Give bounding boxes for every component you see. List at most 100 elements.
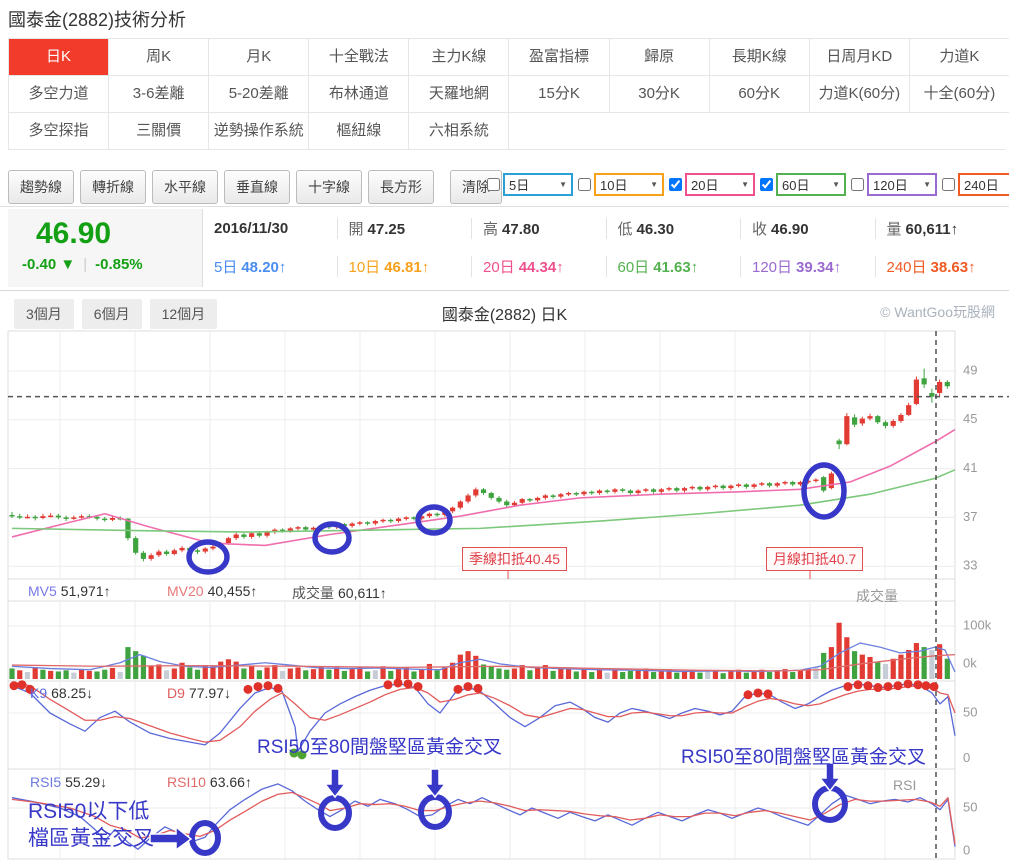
- quarter-ma-note: 季線扣抵40.45: [462, 547, 568, 571]
- chart-canvas[interactable]: 49 45 41 37 33 100k 0k 50 0 50 0: [0, 323, 1009, 865]
- ma-quote-value: 44.34↑: [518, 258, 564, 276]
- tab-15分K[interactable]: 15分K: [509, 76, 610, 113]
- tab-歸原[interactable]: 歸原: [609, 39, 710, 76]
- ma-selector-group-20日: 20日 ▼: [669, 173, 755, 196]
- ma-select-value: 20日: [691, 178, 719, 193]
- ma-checkbox-5日[interactable]: [487, 178, 500, 191]
- tab-多空力道[interactable]: 多空力道: [9, 76, 110, 113]
- candle-body: [504, 501, 510, 506]
- range-button-6個月[interactable]: 6個月: [81, 299, 142, 329]
- candle-body: [929, 392, 935, 397]
- volume-bar: [334, 667, 340, 679]
- kd-signal-dot-red: [403, 679, 413, 689]
- tab-布林通道[interactable]: 布林通道: [309, 76, 410, 113]
- candle-body: [612, 489, 618, 492]
- chevron-down-icon: ▼: [559, 180, 567, 189]
- volume-bar: [867, 656, 873, 679]
- tab-長期K線[interactable]: 長期K線: [709, 39, 810, 76]
- candle-body: [627, 490, 633, 493]
- range-button-3個月[interactable]: 3個月: [14, 299, 74, 329]
- ma-checkbox-120日[interactable]: [851, 178, 864, 191]
- ma-select-20日[interactable]: 20日 ▼: [685, 173, 755, 196]
- golden-cross-circle-main: [415, 504, 453, 536]
- candle-body: [241, 534, 247, 537]
- tab-主力K線[interactable]: 主力K線: [409, 39, 510, 76]
- draw-button-水平線[interactable]: 水平線: [152, 170, 218, 204]
- ma-quote-240日: 240日 38.63↑: [874, 255, 1009, 277]
- tab-十全戰法[interactable]: 十全戰法: [309, 39, 410, 76]
- volume-bar: [357, 667, 363, 679]
- draw-button-十字線[interactable]: 十字線: [296, 170, 362, 204]
- ma-select-value: 120日: [873, 178, 908, 193]
- draw-button-趨勢線[interactable]: 趨勢線: [8, 170, 74, 204]
- volume-bar: [573, 671, 579, 679]
- ma-quote-label: 120日: [752, 258, 793, 276]
- candle-body: [465, 495, 471, 502]
- price-change: -0.40 ▼: [22, 256, 76, 273]
- ma-select-120日[interactable]: 120日 ▼: [867, 173, 937, 196]
- tab-多空探指[interactable]: 多空探指: [9, 113, 110, 150]
- draw-button-長方形[interactable]: 長方形: [368, 170, 434, 204]
- ma-select-240日[interactable]: 240日▼: [958, 173, 1009, 196]
- tab-三關價[interactable]: 三關價: [109, 113, 210, 150]
- draw-button-轉折線[interactable]: 轉折線: [80, 170, 146, 204]
- tab-十全(60分)[interactable]: 十全(60分): [909, 76, 1009, 113]
- volume-bar: [697, 672, 703, 679]
- tab-60分K[interactable]: 60分K: [709, 76, 810, 113]
- candle-body: [9, 514, 15, 517]
- range-button-12個月[interactable]: 12個月: [149, 299, 218, 329]
- ma-checkbox-240日[interactable]: [942, 178, 955, 191]
- down-arrow-annotation: [323, 768, 347, 799]
- tab-3-6差離[interactable]: 3-6差離: [109, 76, 210, 113]
- golden-cross-circle-main: [312, 521, 352, 555]
- kd-signal-dot-red: [853, 680, 863, 690]
- volume-bar: [318, 666, 324, 679]
- candle-body: [450, 507, 456, 512]
- ma-select-10日[interactable]: 10日 ▼: [594, 173, 664, 196]
- tab-盈富指標[interactable]: 盈富指標: [509, 39, 610, 76]
- ma-select-5日[interactable]: 5日 ▼: [503, 173, 573, 196]
- tab-天羅地網[interactable]: 天羅地網: [409, 76, 510, 113]
- ma-checkbox-60日[interactable]: [760, 178, 773, 191]
- candle-body: [542, 495, 548, 498]
- kd-signal-dot-green: [297, 750, 307, 760]
- tab-5-20差離[interactable]: 5-20差離: [209, 76, 310, 113]
- tab-日K[interactable]: 日K: [9, 39, 110, 76]
- ma-quote-value: 41.63↑: [653, 258, 699, 276]
- candle-body: [78, 516, 85, 518]
- candle-body: [581, 491, 587, 495]
- volume-bar: [419, 669, 425, 679]
- tab-月K[interactable]: 月K: [209, 39, 310, 76]
- ma-checkbox-10日[interactable]: [578, 178, 591, 191]
- candle-body: [867, 416, 873, 419]
- tab-日周月KD[interactable]: 日周月KD: [809, 39, 910, 76]
- draw-button-垂直線[interactable]: 垂直線: [224, 170, 290, 204]
- ma-select-60日[interactable]: 60日 ▼: [776, 173, 846, 196]
- candle-body: [156, 551, 162, 556]
- kd-signal-dot-red: [273, 683, 283, 693]
- volume-axis-label: 100k: [963, 617, 992, 632]
- tab-力道K[interactable]: 力道K: [909, 39, 1009, 76]
- volume-bar: [511, 668, 518, 679]
- candle-body: [109, 518, 116, 520]
- volume-panel-label: 成交量: [856, 588, 898, 604]
- candle-body: [535, 497, 541, 501]
- tab-力道K(60分)[interactable]: 力道K(60分): [809, 76, 910, 113]
- tab-逆勢操作系統[interactable]: 逆勢操作系統: [209, 113, 310, 150]
- candle-body: [565, 493, 572, 495]
- tab-周K[interactable]: 周K: [109, 39, 210, 76]
- candle-body: [774, 483, 780, 486]
- volume-bar: [372, 670, 378, 679]
- volume-bar: [241, 668, 247, 679]
- tab-30分K[interactable]: 30分K: [609, 76, 710, 113]
- quote-field-開: 開 47.25: [336, 217, 472, 239]
- volume-bar: [24, 672, 31, 679]
- tab-六相系統[interactable]: 六相系統: [409, 113, 510, 150]
- volume-bar: [596, 669, 603, 679]
- tab-樞紐線[interactable]: 樞紐線: [309, 113, 410, 150]
- ma-checkbox-20日[interactable]: [669, 178, 682, 191]
- price-axis-label: 49: [963, 362, 977, 377]
- volume-bar: [712, 670, 719, 679]
- volume-bar: [929, 650, 935, 679]
- candle-body: [743, 484, 749, 487]
